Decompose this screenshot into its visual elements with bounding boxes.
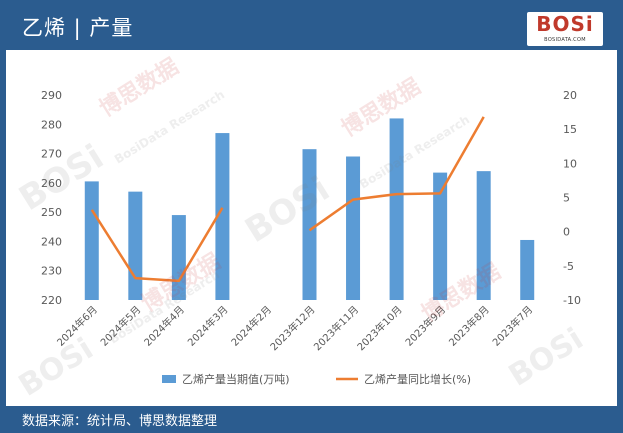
chart-svg: 290 280 270 260 250 240 230 220 20 15 10 5 0 -5 -10 2… bbox=[41, 89, 581, 386]
bar bbox=[215, 133, 230, 300]
page-title: 乙烯 | 产量 bbox=[22, 16, 134, 40]
y-tick-label-right: -5 bbox=[563, 260, 574, 273]
bosi-logo: BOSi BOSIDATA.COM bbox=[527, 12, 603, 46]
y-tick-label-left: 250 bbox=[41, 206, 62, 219]
legend-swatch-bar bbox=[162, 375, 176, 383]
x-tick-label: 2023年11月 bbox=[311, 303, 361, 353]
y-tick-label-right: 20 bbox=[563, 89, 577, 102]
y-tick-label-left: 220 bbox=[41, 294, 62, 307]
y-tick-label-left: 230 bbox=[41, 265, 62, 278]
y-tick-label-left: 240 bbox=[41, 235, 62, 248]
bar bbox=[84, 181, 99, 300]
legend-label: 乙烯产量同比增长(%) bbox=[364, 372, 471, 386]
x-tick-label: 2024年4月 bbox=[141, 303, 187, 349]
bar bbox=[476, 171, 491, 300]
y-tick-label-right: 10 bbox=[563, 157, 577, 170]
bar bbox=[433, 172, 448, 300]
legend-label: 乙烯产量当期值(万吨) bbox=[182, 372, 290, 386]
x-tick-label: 2023年9月 bbox=[402, 303, 448, 349]
bar bbox=[302, 149, 317, 300]
x-tick-label: 2023年8月 bbox=[446, 303, 492, 349]
y-tick-label-right: 0 bbox=[563, 226, 570, 239]
x-tick-label: 2024年5月 bbox=[98, 303, 144, 349]
logo-text: BOSi bbox=[536, 12, 594, 36]
bar bbox=[346, 156, 361, 300]
logo-subtext: BOSIDATA.COM bbox=[544, 37, 586, 43]
x-tick-label: 2024年2月 bbox=[228, 303, 274, 349]
y-tick-label-right: 15 bbox=[563, 123, 577, 136]
chart-panel: 290 280 270 260 250 240 230 220 20 15 10 5 0 -5 -10 2… bbox=[6, 50, 617, 406]
header-bar: 乙烯 | 产量 BOSi BOSIDATA.COM bbox=[6, 6, 617, 50]
x-tick-label: 2024年3月 bbox=[185, 303, 231, 349]
series-line bbox=[308, 116, 485, 232]
x-tick-label: 2023年10月 bbox=[354, 303, 404, 353]
y-tick-label-left: 280 bbox=[41, 118, 62, 131]
x-tick-label: 2023年7月 bbox=[490, 303, 536, 349]
bar bbox=[520, 239, 535, 300]
x-tick-label: 2023年12月 bbox=[267, 303, 317, 353]
footer-bar: 数据来源：统计局、博思数据整理 bbox=[6, 406, 617, 430]
y-tick-label-left: 270 bbox=[41, 148, 62, 161]
y-tick-label-left: 260 bbox=[41, 177, 62, 190]
bar bbox=[389, 118, 404, 300]
bar bbox=[171, 215, 186, 300]
y-tick-label-right: -10 bbox=[563, 294, 581, 307]
y-tick-label-left: 290 bbox=[41, 89, 62, 102]
x-tick-label: 2024年6月 bbox=[54, 303, 100, 349]
data-source: 数据来源：统计局、博思数据整理 bbox=[22, 414, 218, 429]
y-tick-label-right: 5 bbox=[563, 192, 570, 205]
series-line bbox=[90, 207, 224, 283]
bar bbox=[128, 191, 143, 300]
